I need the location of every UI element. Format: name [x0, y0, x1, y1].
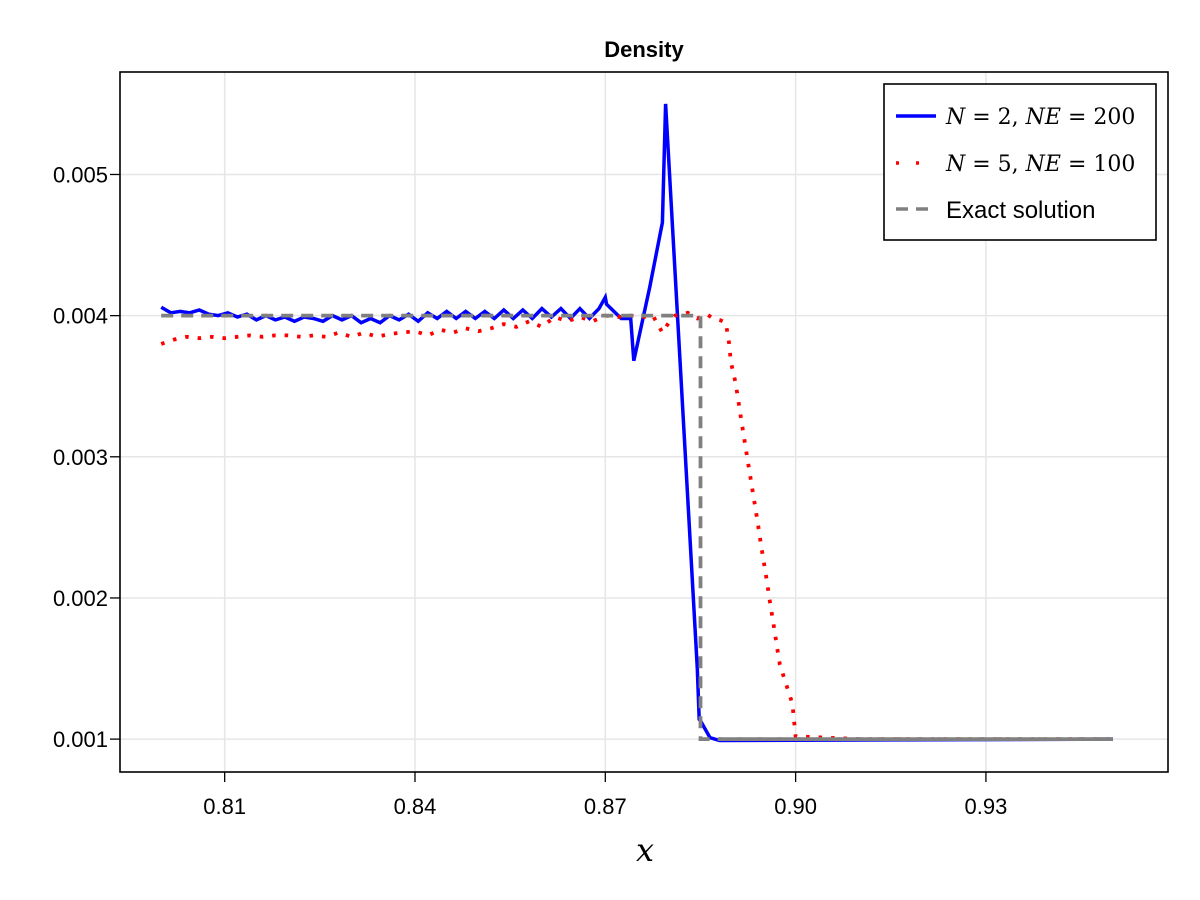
- y-tick-label: 0.001: [53, 727, 108, 752]
- legend: N = 2, NE = 200 N = 5, NE = 100 Exact so…: [883, 83, 1157, 241]
- x-tick-label: 0.90: [774, 794, 817, 819]
- x-tick-label: 0.87: [584, 794, 627, 819]
- series-dashed-line: [161, 313, 1113, 741]
- data-series: [160, 103, 1113, 743]
- y-tick-label: 0.003: [53, 445, 108, 470]
- plot-frame: [119, 71, 1169, 773]
- y-tick-label: 0.004: [53, 304, 108, 329]
- x-tick-label: 0.84: [394, 794, 437, 819]
- y-tick-label: 0.005: [53, 162, 108, 187]
- x-axis-label: x: [636, 831, 654, 869]
- legend-label-n2: N = 2, NE = 200: [945, 105, 1135, 130]
- axis-ticks: 0.81 0.84 0.87 0.90 0.93 0.001 0.002 0.003 0.004…: [53, 162, 1007, 819]
- x-tick-label: 0.93: [965, 794, 1008, 819]
- legend-box: [883, 83, 1157, 241]
- legend-label-n5: N = 5, NE = 100: [945, 152, 1135, 177]
- series-dotted-line: [160, 310, 1113, 741]
- chart-title: Density: [604, 37, 684, 62]
- series-solid-line: [160, 103, 1113, 743]
- legend-label-exact: Exact solution: [946, 197, 1095, 224]
- x-tick-label: 0.81: [203, 794, 246, 819]
- y-tick-label: 0.002: [53, 586, 108, 611]
